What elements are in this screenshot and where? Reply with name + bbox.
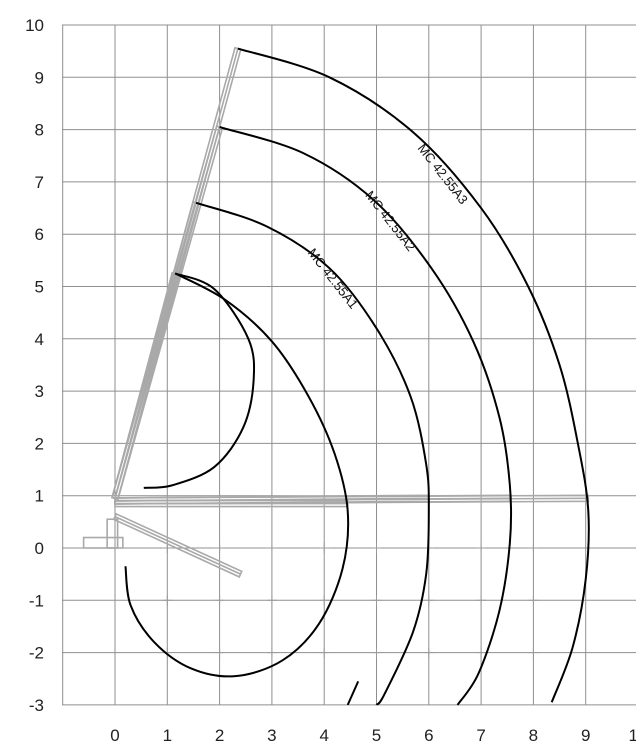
- envelope-3: [219, 47, 590, 706]
- grid-cross: [528, 647, 539, 658]
- grid: [62, 24, 636, 706]
- boom-horizontal-a3: [114, 494, 590, 505]
- reach-envelopes: [124, 47, 590, 706]
- tick-labels: 012345678910109876543210-1-2-3: [25, 16, 636, 745]
- grid-cross: [266, 595, 277, 606]
- grid-cross: [476, 595, 487, 606]
- grid-cross: [476, 543, 487, 553]
- x-tick-label: 4: [319, 726, 328, 745]
- envelope-1: [124, 272, 360, 706]
- x-tick-label: 8: [529, 726, 538, 745]
- y-tick-label: 6: [35, 225, 44, 244]
- boom-positions: [82, 46, 590, 578]
- grid-cross: [266, 543, 277, 553]
- x-tick-label: 9: [581, 726, 590, 745]
- grid-cross: [528, 543, 539, 553]
- grid-cross: [371, 595, 382, 606]
- grid-cross: [319, 543, 330, 553]
- grid-cross: [214, 647, 225, 658]
- y-tick-label: 8: [35, 121, 44, 140]
- envelope-curve: [124, 272, 350, 678]
- x-tick-label: 3: [267, 726, 276, 745]
- y-tick-label: 1: [35, 487, 44, 506]
- series-label: MC 42.55A1: [305, 245, 361, 311]
- grid-crosses: [162, 543, 539, 658]
- y-tick-label: -3: [29, 696, 44, 715]
- y-tick-label: 7: [35, 173, 44, 192]
- crane-base: [82, 518, 124, 549]
- y-tick-label: 3: [35, 382, 44, 401]
- grid-cross: [162, 595, 173, 606]
- x-tick-label: 1: [163, 726, 172, 745]
- y-tick-label: -2: [29, 644, 44, 663]
- x-tick-label: 7: [476, 726, 485, 745]
- y-tick-label: -1: [29, 591, 44, 610]
- x-tick-label: 5: [372, 726, 381, 745]
- y-tick-label: 5: [35, 278, 44, 297]
- grid-cross: [266, 647, 277, 658]
- y-tick-label: 10: [25, 16, 44, 35]
- x-tick-label: 0: [110, 726, 119, 745]
- boom-folded-down: [112, 512, 243, 578]
- envelope-curve: [237, 47, 590, 703]
- grid-cross: [371, 647, 382, 658]
- y-tick-label: 4: [35, 330, 44, 349]
- series-label: MC 42.55A2: [362, 188, 418, 254]
- grid-cross: [319, 647, 330, 658]
- grid-cross: [214, 595, 225, 606]
- x-tick-label: 6: [424, 726, 433, 745]
- x-tick-label: 2: [215, 726, 224, 745]
- x-tick-label: 10: [629, 726, 636, 745]
- envelope-inner-loop: [143, 272, 256, 489]
- y-tick-label: 0: [35, 539, 44, 558]
- y-tick-label: 9: [35, 68, 44, 87]
- envelope-curve: [195, 201, 430, 706]
- envelope-inner-arc: [219, 126, 513, 706]
- grid-cross: [423, 595, 434, 606]
- grid-cross: [319, 595, 330, 606]
- grid-cross: [423, 647, 434, 658]
- grid-cross: [214, 543, 225, 553]
- grid-cross: [371, 543, 382, 553]
- grid-cross: [528, 595, 539, 606]
- envelope-2: [195, 201, 430, 706]
- envelope-tail: [346, 680, 360, 706]
- series-label: MC 42.55A3: [415, 141, 471, 207]
- y-tick-label: 2: [35, 434, 44, 453]
- grid-cross: [476, 647, 487, 658]
